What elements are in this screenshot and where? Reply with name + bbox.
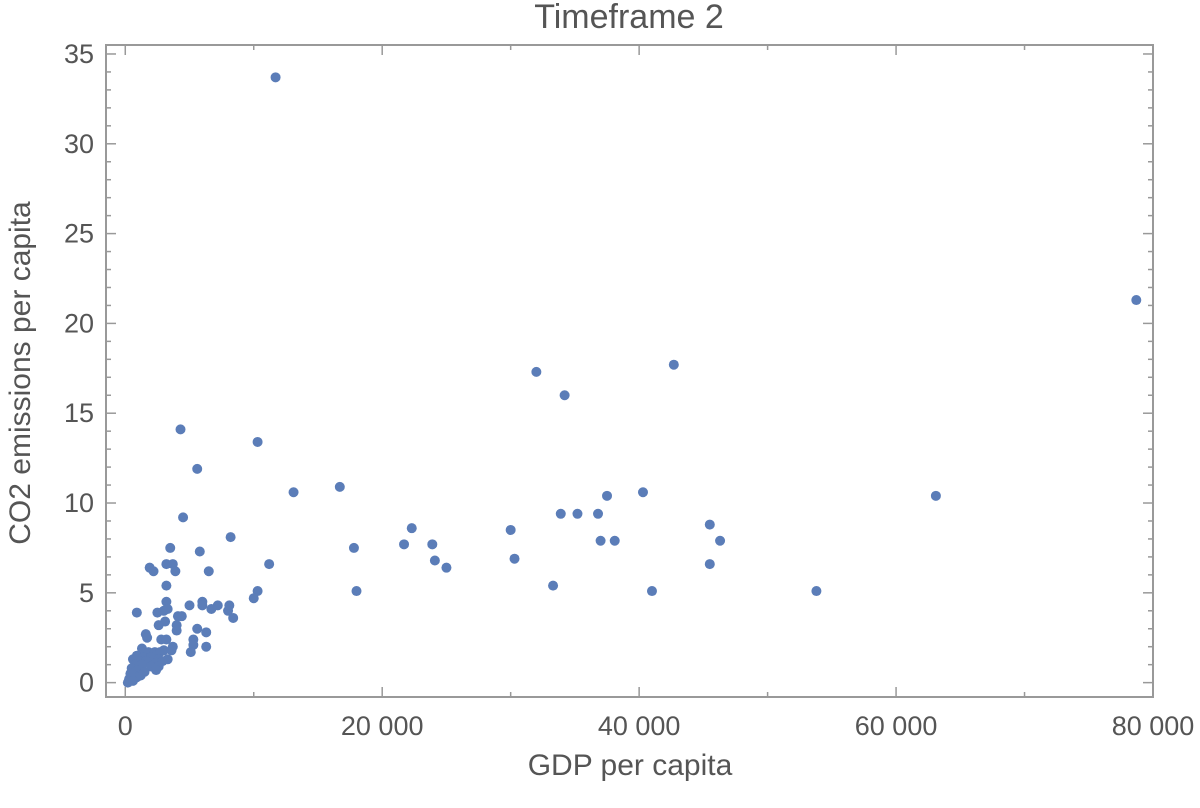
data-point	[548, 580, 559, 591]
x-tick-label: 20 000	[341, 711, 424, 741]
data-point	[171, 625, 182, 636]
data-point	[505, 524, 516, 535]
x-axis-title: GDP per capita	[528, 749, 733, 782]
chart-title: Timeframe 2	[534, 0, 724, 36]
data-point	[223, 605, 234, 616]
data-point	[668, 359, 679, 370]
data-point	[559, 390, 570, 401]
data-point	[429, 555, 440, 566]
data-point	[595, 535, 606, 546]
data-point	[593, 508, 604, 519]
y-tick-label: 15	[64, 398, 94, 428]
axis-ticks	[106, 45, 1154, 697]
data-point	[192, 463, 203, 474]
data-point	[441, 562, 452, 573]
data-point	[206, 603, 217, 614]
y-tick-label: 20	[64, 308, 94, 338]
x-tick-label: 40 000	[598, 711, 681, 741]
data-point	[1131, 295, 1142, 306]
data-point	[194, 546, 205, 557]
data-point	[166, 645, 177, 656]
data-point	[160, 616, 171, 627]
data-point	[142, 632, 153, 643]
data-point	[427, 539, 438, 550]
data-point	[270, 72, 281, 83]
data-point	[161, 634, 172, 645]
data-point	[264, 559, 275, 570]
data-point	[184, 600, 195, 611]
data-point	[127, 675, 138, 686]
data-point	[602, 490, 613, 501]
data-point	[531, 366, 542, 377]
data-point	[175, 424, 186, 435]
data-point	[572, 508, 583, 519]
data-point	[170, 566, 181, 577]
tick-labels: 0 20 000 40 000 60 000 80 000 0 5 10 15 20 25 30 35	[64, 39, 1194, 741]
y-tick-label: 30	[64, 129, 94, 159]
y-tick-label: 0	[79, 668, 94, 698]
data-point	[348, 542, 359, 553]
data-point	[192, 623, 203, 634]
data-point	[252, 436, 263, 447]
y-tick-label: 5	[79, 578, 94, 608]
x-tick-label: 60 000	[855, 711, 938, 741]
data-point	[178, 512, 189, 523]
data-point	[930, 490, 941, 501]
plot-frame	[105, 44, 1154, 698]
data-point	[201, 641, 212, 652]
data-point	[609, 535, 620, 546]
data-point	[185, 647, 196, 658]
data-point	[351, 586, 362, 597]
data-point	[811, 586, 822, 597]
data-point	[228, 612, 239, 623]
y-tick-label: 35	[64, 39, 94, 69]
data-point	[225, 532, 236, 543]
data-point	[715, 535, 726, 546]
data-point	[201, 627, 212, 638]
data-point	[637, 487, 648, 498]
y-tick-label: 10	[64, 488, 94, 518]
data-point	[248, 593, 259, 604]
x-tick-label: 0	[118, 711, 133, 741]
data-point	[176, 611, 187, 622]
data-point	[704, 519, 715, 530]
data-point	[288, 487, 299, 498]
data-point	[131, 607, 142, 618]
data-point	[151, 665, 162, 676]
data-point	[158, 645, 169, 656]
data-point	[148, 566, 159, 577]
data-point	[399, 539, 410, 550]
data-point	[165, 542, 176, 553]
data-point	[509, 553, 520, 564]
data-point	[704, 559, 715, 570]
data-point	[555, 508, 566, 519]
data-point	[646, 586, 657, 597]
data-point	[161, 580, 172, 591]
data-point	[406, 523, 417, 534]
x-tick-label: 80 000	[1112, 711, 1195, 741]
data-point	[203, 566, 214, 577]
y-axis-title: CO2 emissions per capita	[4, 201, 37, 545]
data-points	[122, 72, 1142, 688]
data-point	[334, 481, 345, 492]
data-point	[162, 603, 173, 614]
data-point	[197, 600, 208, 611]
y-tick-label: 25	[64, 219, 94, 249]
